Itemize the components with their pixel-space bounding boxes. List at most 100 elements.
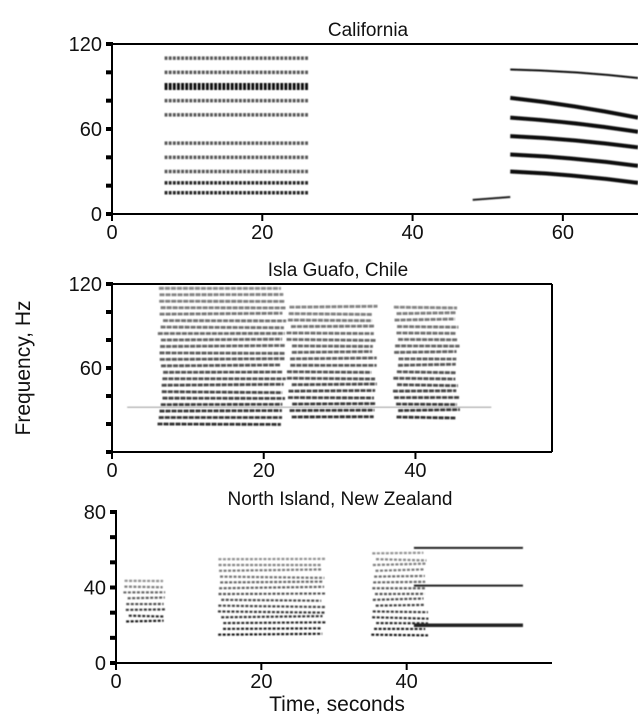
harmonic-band xyxy=(394,350,457,354)
harmonic-band xyxy=(397,325,459,329)
y-tick-label: 40 xyxy=(84,578,106,600)
harmonic-band xyxy=(161,363,281,368)
panel-frame xyxy=(111,283,553,453)
sound-segment-2 xyxy=(217,557,327,636)
harmonic-band xyxy=(372,597,424,601)
harmonic-band xyxy=(393,305,458,310)
y-tick-label: 0 xyxy=(95,653,106,675)
harmonic-band xyxy=(291,382,377,387)
harmonic-band xyxy=(372,616,429,620)
x-tick-label: 40 xyxy=(396,671,418,693)
panel-3: North Island, New Zealand 0 20 40 0 40 80 xyxy=(84,489,552,693)
harmonic-band xyxy=(398,362,456,367)
harmonic-band xyxy=(220,580,323,584)
harmonic-band xyxy=(289,304,378,309)
harmonic-band xyxy=(510,152,638,168)
spectrogram-marks xyxy=(164,56,638,201)
x-tick-label: 20 xyxy=(250,671,272,693)
harmonic-band xyxy=(159,409,282,413)
sound-segment-3 xyxy=(371,551,429,637)
harmonic-band xyxy=(290,356,377,361)
harmonic-band xyxy=(288,312,373,316)
harmonic-band xyxy=(223,621,327,625)
sound-segment-3 xyxy=(286,304,378,419)
harmonic-band xyxy=(124,585,163,589)
harmonic-band xyxy=(394,317,456,322)
harmonic-band xyxy=(223,627,322,630)
x-tick-label: 0 xyxy=(106,222,117,244)
sound-segment-2 xyxy=(157,286,287,426)
panel-2: Isla Guafo, Chile 0 20 40 60 120 xyxy=(69,260,553,482)
harmonic-band xyxy=(159,311,283,316)
x-tick-label: 40 xyxy=(401,222,423,244)
harmonic-band xyxy=(510,169,638,185)
sound-segment-1 xyxy=(164,56,308,195)
harmonic-band xyxy=(396,370,456,375)
y-tick-label: 80 xyxy=(84,502,106,524)
harmonic-band xyxy=(219,585,325,590)
harmonic-band xyxy=(510,68,638,79)
harmonic-band xyxy=(288,389,376,393)
harmonic-band xyxy=(372,562,426,567)
harmonic-band xyxy=(396,415,456,420)
tone-line xyxy=(472,196,511,201)
harmonic-band xyxy=(286,370,372,374)
harmonic-band xyxy=(286,331,374,335)
harmonic-band xyxy=(372,610,428,614)
harmonic-band xyxy=(221,615,323,619)
y-tick-label: 60 xyxy=(80,119,102,141)
harmonic-band xyxy=(217,610,326,614)
panel-frame xyxy=(115,512,552,664)
harmonic-band xyxy=(393,376,456,381)
harmonic-band xyxy=(374,574,425,578)
x-tick-label: 20 xyxy=(253,460,275,482)
sound-segment-2 xyxy=(472,196,511,201)
harmonic-band xyxy=(161,390,283,395)
x-tick-label: 60 xyxy=(552,222,574,244)
x-tick-label: 0 xyxy=(106,460,117,482)
sound-segment-4 xyxy=(413,546,523,627)
harmonic-band xyxy=(371,633,429,637)
harmonic-band xyxy=(160,325,284,330)
panel-1: California 0 20 40 60 0 60 120 xyxy=(69,20,638,244)
harmonic-band xyxy=(126,619,164,623)
sound-segment-1 xyxy=(123,579,166,623)
panel-title: California xyxy=(328,20,409,41)
y-tick-label: 60 xyxy=(80,358,102,380)
harmonic-band xyxy=(127,596,165,600)
harmonic-band xyxy=(375,558,427,562)
harmonic-band xyxy=(397,383,458,388)
harmonic-band xyxy=(375,603,424,607)
y-tick-label: 0 xyxy=(91,204,102,226)
spectrogram-marks xyxy=(127,286,492,426)
harmonic-band xyxy=(160,344,285,348)
harmonic-band xyxy=(398,408,460,412)
panel-frame xyxy=(111,43,638,215)
harmonic-band xyxy=(510,115,638,134)
x-tick-label: 0 xyxy=(110,671,121,693)
harmonic-band xyxy=(161,382,284,387)
x-tick-label: 40 xyxy=(404,460,426,482)
panel-title: Isla Guafo, Chile xyxy=(268,260,408,281)
harmonic-band xyxy=(375,568,424,572)
harmonic-band xyxy=(396,311,456,316)
harmonic-band xyxy=(510,95,638,120)
y-axis-label: Frequency, Hz xyxy=(12,301,35,436)
harmonic-band xyxy=(373,580,426,584)
harmonic-band xyxy=(287,318,373,323)
harmonic-band xyxy=(510,134,638,150)
harmonic-band xyxy=(159,357,285,361)
sound-segment-3 xyxy=(510,68,638,185)
harmonic-band xyxy=(218,604,327,609)
harmonic-band xyxy=(372,551,424,555)
x-tick-label: 20 xyxy=(251,222,273,244)
spectrogram-marks xyxy=(123,546,523,637)
y-tick-label: 120 xyxy=(69,274,102,296)
harmonic-band xyxy=(160,337,283,342)
harmonic-band xyxy=(219,568,323,572)
harmonic-band xyxy=(221,598,322,602)
panel-title: North Island, New Zealand xyxy=(228,489,453,510)
harmonic-band xyxy=(128,614,165,618)
harmonic-band xyxy=(220,575,325,579)
harmonic-band xyxy=(286,376,376,381)
